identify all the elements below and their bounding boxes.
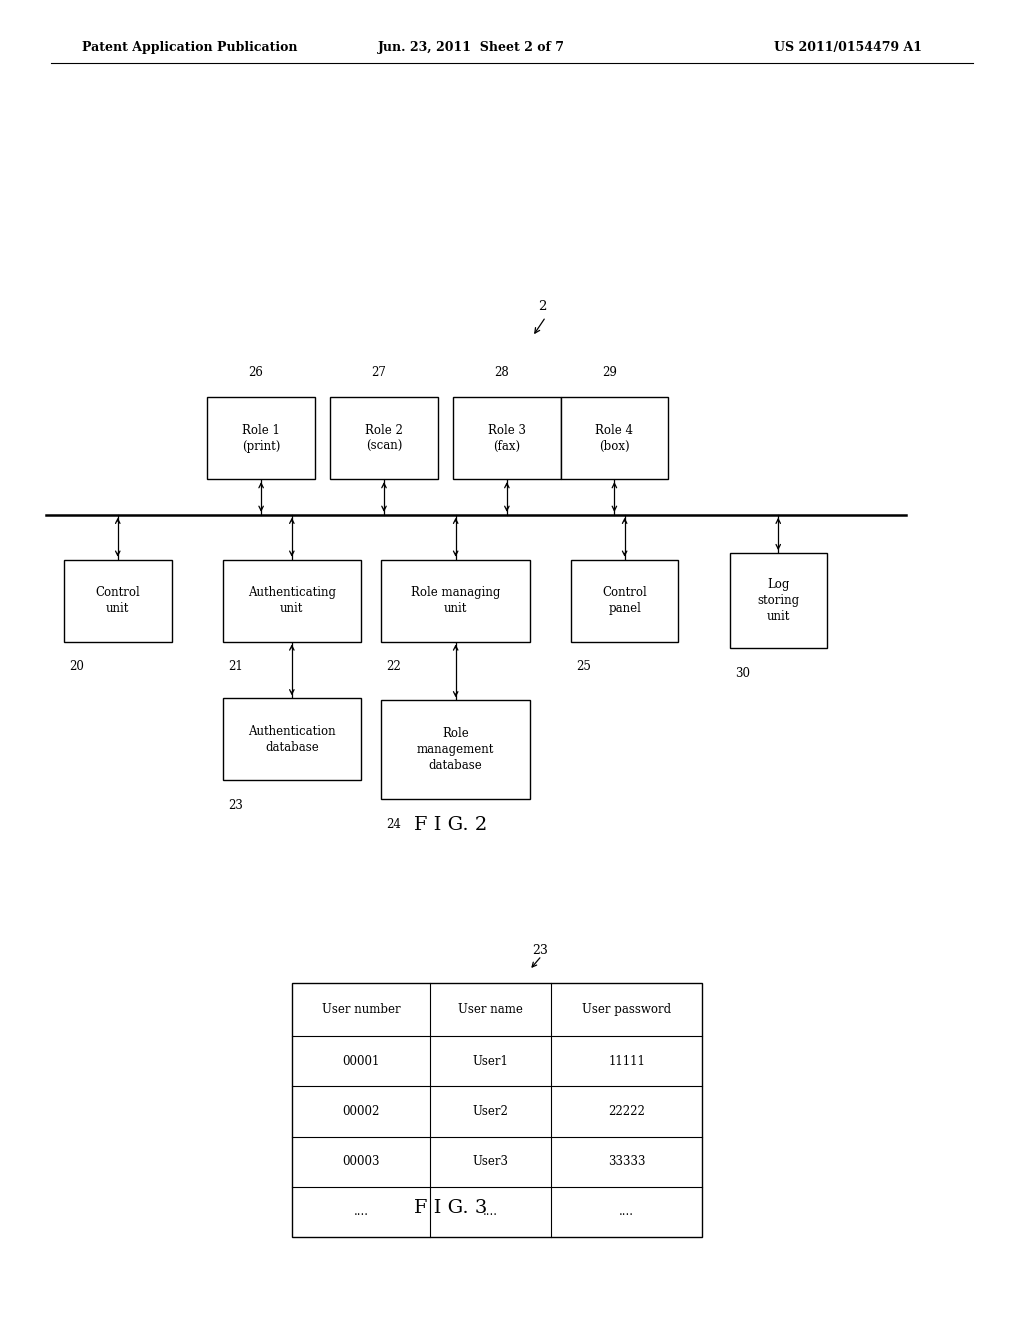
Text: Authenticating
unit: Authenticating unit bbox=[248, 586, 336, 615]
Text: ....: .... bbox=[483, 1205, 498, 1218]
Text: 2: 2 bbox=[539, 300, 547, 313]
Text: Role 4
(box): Role 4 (box) bbox=[595, 424, 634, 453]
Bar bbox=[63, 560, 171, 642]
Text: F I G. 2: F I G. 2 bbox=[414, 816, 487, 834]
Bar bbox=[381, 560, 530, 642]
Text: 24: 24 bbox=[387, 817, 401, 830]
Text: 30: 30 bbox=[735, 667, 750, 680]
Bar bbox=[222, 698, 360, 780]
Bar bbox=[292, 983, 702, 1237]
Text: User1: User1 bbox=[472, 1055, 509, 1068]
Bar bbox=[381, 700, 530, 799]
Text: 33333: 33333 bbox=[608, 1155, 645, 1168]
Text: 26: 26 bbox=[249, 366, 263, 379]
Text: Role managing
unit: Role managing unit bbox=[411, 586, 501, 615]
Bar bbox=[222, 560, 360, 642]
Text: User3: User3 bbox=[472, 1155, 509, 1168]
Bar bbox=[453, 397, 561, 479]
Text: ....: .... bbox=[620, 1205, 634, 1218]
Bar bbox=[561, 397, 668, 479]
Text: 23: 23 bbox=[531, 944, 548, 957]
Text: Role 1
(print): Role 1 (print) bbox=[242, 424, 281, 453]
Text: F I G. 3: F I G. 3 bbox=[414, 1199, 487, 1217]
Text: 00002: 00002 bbox=[342, 1105, 380, 1118]
Text: 25: 25 bbox=[575, 660, 591, 673]
Text: 11111: 11111 bbox=[608, 1055, 645, 1068]
Text: 21: 21 bbox=[227, 660, 243, 673]
Bar bbox=[729, 553, 827, 648]
Text: 28: 28 bbox=[495, 366, 509, 379]
Text: Control
panel: Control panel bbox=[602, 586, 647, 615]
Text: Jun. 23, 2011  Sheet 2 of 7: Jun. 23, 2011 Sheet 2 of 7 bbox=[378, 41, 564, 54]
Text: 20: 20 bbox=[70, 660, 84, 673]
Bar bbox=[571, 560, 678, 642]
Text: User2: User2 bbox=[472, 1105, 509, 1118]
Bar bbox=[207, 397, 315, 479]
Text: ....: .... bbox=[353, 1205, 369, 1218]
Text: Role 3
(fax): Role 3 (fax) bbox=[487, 424, 526, 453]
Text: Control
unit: Control unit bbox=[95, 586, 140, 615]
Text: User number: User number bbox=[322, 1003, 400, 1016]
Text: Patent Application Publication: Patent Application Publication bbox=[82, 41, 297, 54]
Text: 00003: 00003 bbox=[342, 1155, 380, 1168]
Text: 27: 27 bbox=[372, 366, 386, 379]
Text: User name: User name bbox=[458, 1003, 523, 1016]
Text: Role 2
(scan): Role 2 (scan) bbox=[366, 424, 402, 453]
Bar bbox=[330, 397, 438, 479]
Text: Role
management
database: Role management database bbox=[417, 727, 495, 772]
Text: 29: 29 bbox=[602, 366, 616, 379]
Text: User password: User password bbox=[582, 1003, 672, 1016]
Text: 22: 22 bbox=[387, 660, 401, 673]
Text: 23: 23 bbox=[227, 799, 243, 812]
Text: 22222: 22222 bbox=[608, 1105, 645, 1118]
Text: Authentication
database: Authentication database bbox=[248, 725, 336, 754]
Text: Log
storing
unit: Log storing unit bbox=[757, 578, 800, 623]
Text: 00001: 00001 bbox=[342, 1055, 380, 1068]
Text: US 2011/0154479 A1: US 2011/0154479 A1 bbox=[773, 41, 922, 54]
